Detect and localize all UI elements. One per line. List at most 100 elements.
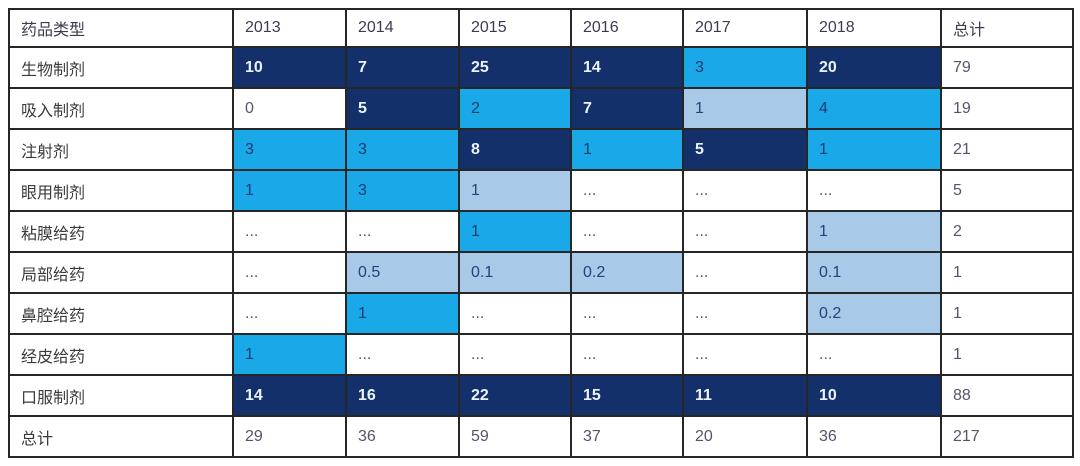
row-total-cell: 5 xyxy=(940,169,1074,212)
row-total-cell: 2 xyxy=(940,210,1074,253)
table-row: 粘膜给药...... 1...... 1 2 xyxy=(8,210,1074,253)
value-cell: 1 xyxy=(458,169,572,212)
row-total-cell: 19 xyxy=(940,87,1074,130)
row-total-cell: 88 xyxy=(940,374,1074,417)
value-cell: ... xyxy=(232,292,347,335)
value-cell: 20 xyxy=(806,46,942,89)
row-label-cell: 局部给药 xyxy=(8,251,234,294)
value-cell: ... xyxy=(682,251,808,294)
value-cell: 0 xyxy=(232,87,347,130)
value-cell: 4 xyxy=(806,87,942,130)
value-cell: ... xyxy=(458,333,572,376)
value-cell: ... xyxy=(570,210,684,253)
value-cell: 14 xyxy=(232,374,347,417)
value-cell: 7 xyxy=(345,46,460,89)
table-row: 局部给药... 0.5 0.1 0.2... 0.1 1 xyxy=(8,251,1074,294)
value-cell: ... xyxy=(570,333,684,376)
row-label-cell: 注射剂 xyxy=(8,128,234,171)
table-row: 经皮给药 1............... 1 xyxy=(8,333,1074,376)
year-column-header: 2013 xyxy=(232,8,347,48)
value-cell: ... xyxy=(232,251,347,294)
year-column-header: 2015 xyxy=(458,8,572,48)
row-label-cell: 粘膜给药 xyxy=(8,210,234,253)
value-cell: 7 xyxy=(570,87,684,130)
row-label-cell: 总计 xyxy=(8,415,234,458)
value-cell: 3 xyxy=(345,128,460,171)
row-total-cell: 79 xyxy=(940,46,1074,89)
value-cell: 2 xyxy=(458,87,572,130)
table-row: 鼻腔给药... 1......... 0.2 1 xyxy=(8,292,1074,335)
table-row: 口服制剂 14 16 22 15 11 10 88 xyxy=(8,374,1074,417)
value-cell: 3 xyxy=(232,128,347,171)
value-cell: 11 xyxy=(682,374,808,417)
value-cell: 10 xyxy=(232,46,347,89)
value-cell: 1 xyxy=(458,210,572,253)
value-cell: ... xyxy=(570,292,684,335)
row-header-label: 药品类型 xyxy=(8,8,234,48)
year-column-header: 2016 xyxy=(570,8,684,48)
value-cell: 1 xyxy=(570,128,684,171)
year-column-header: 2014 xyxy=(345,8,460,48)
row-label-cell: 眼用制剂 xyxy=(8,169,234,212)
table-row: 吸入制剂 0 5 2 7 1 4 19 xyxy=(8,87,1074,130)
row-label-cell: 鼻腔给药 xyxy=(8,292,234,335)
value-cell: 20 xyxy=(682,415,808,458)
value-cell: 14 xyxy=(570,46,684,89)
value-cell: 22 xyxy=(458,374,572,417)
value-cell: 36 xyxy=(345,415,460,458)
value-cell: 15 xyxy=(570,374,684,417)
value-cell: ... xyxy=(345,210,460,253)
value-cell: ... xyxy=(682,169,808,212)
value-cell: 16 xyxy=(345,374,460,417)
value-cell: 1 xyxy=(682,87,808,130)
header-row: 药品类型 2013 2014 2015 2016 2017 2018 总计 xyxy=(8,8,1074,48)
row-label-cell: 生物制剂 xyxy=(8,46,234,89)
year-column-header: 2018 xyxy=(806,8,942,48)
year-column-header: 2017 xyxy=(682,8,808,48)
value-cell: 1 xyxy=(345,292,460,335)
value-cell: 0.1 xyxy=(458,251,572,294)
value-cell: 1 xyxy=(232,333,347,376)
value-cell: 0.5 xyxy=(345,251,460,294)
value-cell: ... xyxy=(345,333,460,376)
value-cell: 5 xyxy=(345,87,460,130)
value-cell: 3 xyxy=(682,46,808,89)
row-total-cell: 217 xyxy=(940,415,1074,458)
value-cell: ... xyxy=(682,292,808,335)
value-cell: 3 xyxy=(345,169,460,212)
value-cell: 37 xyxy=(570,415,684,458)
row-total-cell: 1 xyxy=(940,333,1074,376)
row-total-cell: 21 xyxy=(940,128,1074,171)
value-cell: 25 xyxy=(458,46,572,89)
value-cell: 1 xyxy=(806,210,942,253)
value-cell: ... xyxy=(806,169,942,212)
value-cell: 5 xyxy=(682,128,808,171)
table-row: 眼用制剂 1 3 1......... 5 xyxy=(8,169,1074,212)
table-body: 生物制剂 10 7 25 14 3 20 79 吸入制剂 0 5 2 7 1 4 19 注射剂 3 3 8 1 5 1 21 眼… xyxy=(8,46,1074,458)
value-cell: ... xyxy=(570,169,684,212)
row-label-cell: 经皮给药 xyxy=(8,333,234,376)
value-cell: ... xyxy=(682,333,808,376)
value-cell: 0.1 xyxy=(806,251,942,294)
value-cell: 0.2 xyxy=(806,292,942,335)
value-cell: 8 xyxy=(458,128,572,171)
value-cell: 1 xyxy=(806,128,942,171)
value-cell: ... xyxy=(458,292,572,335)
value-cell: ... xyxy=(682,210,808,253)
row-total-cell: 1 xyxy=(940,292,1074,335)
table-row: 生物制剂 10 7 25 14 3 20 79 xyxy=(8,46,1074,89)
table-row: 总计 29 36 59 37 20 36 217 xyxy=(8,415,1074,458)
value-cell: ... xyxy=(232,210,347,253)
value-cell: 29 xyxy=(232,415,347,458)
value-cell: 0.2 xyxy=(570,251,684,294)
drug-type-by-year-table: 药品类型 2013 2014 2015 2016 2017 2018 总计 生物制剂 10 7 25… xyxy=(8,8,1074,458)
value-cell: 36 xyxy=(806,415,942,458)
value-cell: ... xyxy=(806,333,942,376)
row-label-cell: 口服制剂 xyxy=(8,374,234,417)
total-column-header: 总计 xyxy=(940,8,1074,48)
table-header: 药品类型 2013 2014 2015 2016 2017 2018 总计 xyxy=(8,8,1074,48)
value-cell: 59 xyxy=(458,415,572,458)
table-row: 注射剂 3 3 8 1 5 1 21 xyxy=(8,128,1074,171)
row-label-cell: 吸入制剂 xyxy=(8,87,234,130)
